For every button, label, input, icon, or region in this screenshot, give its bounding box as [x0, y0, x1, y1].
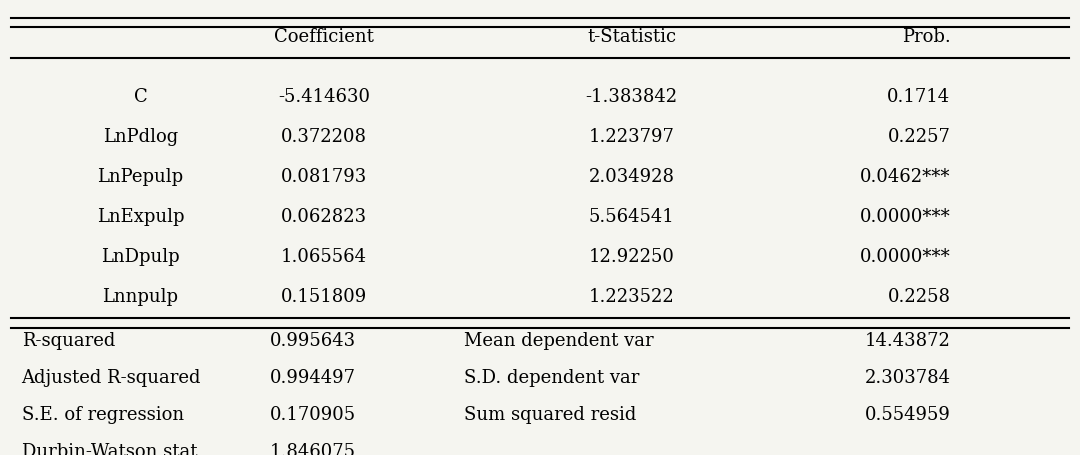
Text: Coefficient: Coefficient	[274, 28, 374, 46]
Text: 14.43872: 14.43872	[864, 331, 950, 349]
Text: 5.564541: 5.564541	[589, 207, 675, 226]
Text: 0.2257: 0.2257	[888, 128, 950, 146]
Text: S.E. of regression: S.E. of regression	[22, 405, 184, 423]
Text: Durbin-Watson stat: Durbin-Watson stat	[22, 442, 197, 455]
Text: 0.0000***: 0.0000***	[860, 207, 950, 226]
Text: 0.1714: 0.1714	[888, 88, 950, 106]
Text: 12.92250: 12.92250	[589, 248, 675, 266]
Text: Prob.: Prob.	[902, 28, 950, 46]
Text: 2.303784: 2.303784	[864, 368, 950, 386]
Text: 1.223522: 1.223522	[589, 288, 675, 305]
Text: 0.0462***: 0.0462***	[860, 168, 950, 186]
Text: LnDpulp: LnDpulp	[102, 248, 179, 266]
Text: LnPepulp: LnPepulp	[97, 168, 184, 186]
Text: 1.846075: 1.846075	[270, 442, 356, 455]
Text: 0.372208: 0.372208	[281, 128, 367, 146]
Text: R-squared: R-squared	[22, 331, 114, 349]
Text: -1.383842: -1.383842	[585, 88, 678, 106]
Text: 1.223797: 1.223797	[589, 128, 675, 146]
Text: Adjusted R-squared: Adjusted R-squared	[22, 368, 201, 386]
Text: t-Statistic: t-Statistic	[588, 28, 676, 46]
Text: -5.414630: -5.414630	[278, 88, 370, 106]
Text: 0.2258: 0.2258	[888, 288, 950, 305]
Text: C: C	[134, 88, 147, 106]
Text: LnExpulp: LnExpulp	[96, 207, 185, 226]
Text: 0.081793: 0.081793	[281, 168, 367, 186]
Text: 0.151809: 0.151809	[281, 288, 367, 305]
Text: Mean dependent var: Mean dependent var	[464, 331, 654, 349]
Text: 0.554959: 0.554959	[864, 405, 950, 423]
Text: 1.065564: 1.065564	[281, 248, 367, 266]
Text: 2.034928: 2.034928	[589, 168, 675, 186]
Text: Sum squared resid: Sum squared resid	[464, 405, 637, 423]
Text: 0.0000***: 0.0000***	[860, 248, 950, 266]
Text: 0.994497: 0.994497	[270, 368, 356, 386]
Text: S.D. dependent var: S.D. dependent var	[464, 368, 639, 386]
Text: 0.170905: 0.170905	[270, 405, 356, 423]
Text: Lnnpulp: Lnnpulp	[103, 288, 178, 305]
Text: LnPdlog: LnPdlog	[103, 128, 178, 146]
Text: 0.062823: 0.062823	[281, 207, 367, 226]
Text: 0.995643: 0.995643	[270, 331, 356, 349]
